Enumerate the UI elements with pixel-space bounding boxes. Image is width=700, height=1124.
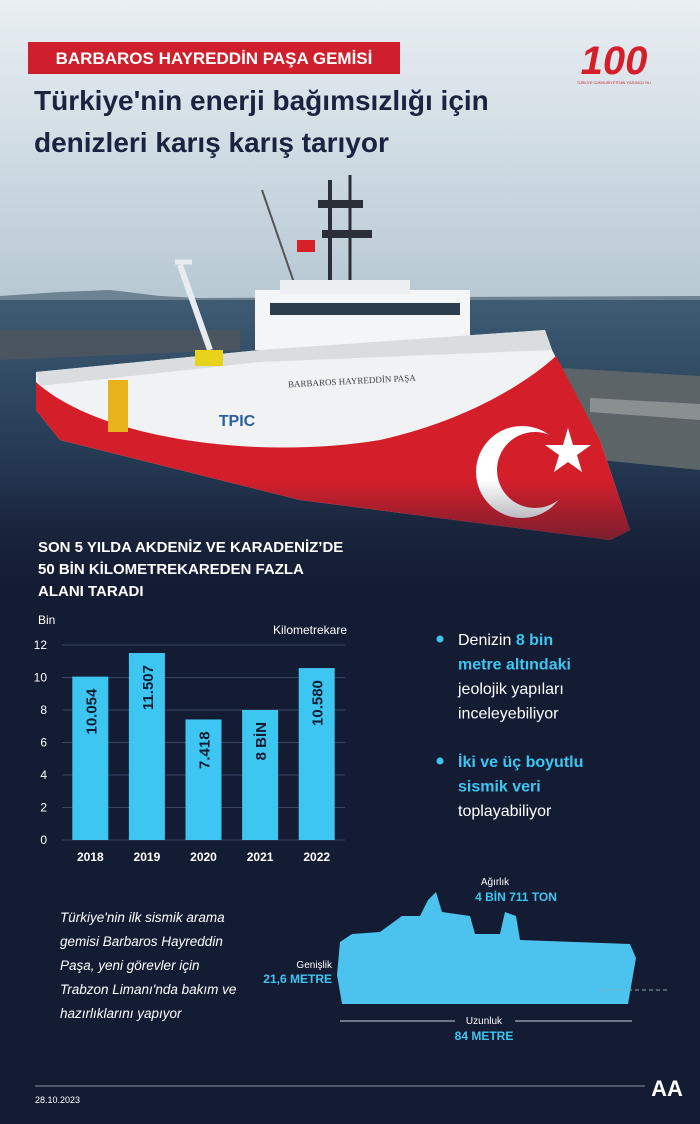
y-tick-label: 10 xyxy=(34,671,48,685)
bullet-line: jeolojik yapıları xyxy=(457,681,564,698)
bullets: Denizin 8 bin metre altındaki jeolojik yap… xyxy=(436,632,583,820)
bullet-dot xyxy=(436,757,444,765)
value-label: 10.580 xyxy=(310,680,327,726)
ship-diagram: Ağırlık 4 BİN 711 TON Genişlik 21,6 METR… xyxy=(263,877,670,1043)
bullet-line: sismik veri xyxy=(458,779,541,796)
bullet-line: Denizin 8 bin xyxy=(458,632,553,649)
width-label: Genişlik xyxy=(296,960,333,971)
bullet-text: İki ve üç boyutlu xyxy=(458,753,583,771)
note-line: Trabzon Limanı'nda bakım ve xyxy=(60,982,236,997)
y-tick-label: 0 xyxy=(40,833,47,847)
dock-edge xyxy=(590,398,700,420)
x-tick-label: 2022 xyxy=(303,850,330,864)
bar xyxy=(128,653,165,840)
x-tick-label: 2020 xyxy=(190,850,217,864)
note: Türkiye'nin ilk sismik arama gemisi Barba… xyxy=(60,910,236,1021)
bar-chart: 0 2 4 6 8 10 12 2018 10.054 2019 11.507 2020 7.418 20… xyxy=(34,638,345,864)
bullet-text: jeolojik yapıları xyxy=(457,681,564,698)
pier xyxy=(0,330,240,360)
length: 84 METRE xyxy=(455,1029,514,1043)
header-label: BARBAROS HAYREDDİN PAŞA GEMİSİ xyxy=(56,49,373,68)
bullet-text: 8 bin xyxy=(516,632,553,649)
bullet-text: sismik veri xyxy=(458,779,541,796)
bullet-text: metre altındaki xyxy=(458,657,571,674)
y-tick-label: 8 xyxy=(40,703,47,717)
logo: 100 xyxy=(581,39,648,83)
bullet-text: Denizin xyxy=(458,632,516,649)
photo-fade xyxy=(0,480,700,610)
background xyxy=(0,610,700,1124)
bar xyxy=(298,668,335,840)
agency-logo: AA xyxy=(651,1076,683,1101)
date: 28.10.2023 xyxy=(35,1095,80,1105)
bar xyxy=(185,719,222,840)
value-label: 8 BİN xyxy=(253,722,270,760)
ship-silhouette xyxy=(337,892,636,1004)
note-line: Paşa, yeni görevler için xyxy=(60,958,200,973)
title: Türkiye'nin enerji bağımsızlığı için deni… xyxy=(34,85,489,158)
bullet-line: toplayabiliyor xyxy=(458,803,552,820)
y-tick-label: 2 xyxy=(40,801,47,815)
chart-title-line: SON 5 YILDA AKDENİZ VE KARADENİZ’DE xyxy=(38,539,343,556)
width: 21,6 METRE xyxy=(263,972,332,986)
logo-caption: TÜRKİYE CUMHURİYETİ'NİN YÜZÜNCÜ YILI xyxy=(577,80,651,85)
shore xyxy=(0,290,700,302)
x-tick-label: 2018 xyxy=(77,850,104,864)
note-line: gemisi Barbaros Hayreddin xyxy=(60,934,223,949)
unit-label: Kilometrekare xyxy=(273,623,347,637)
weight-label: Ağırlık xyxy=(481,877,510,888)
bullet-text: inceleyebiliyor xyxy=(458,706,559,723)
chart-title-line: 50 BİN KİLOMETREKAREDEN FAZLA xyxy=(38,561,304,578)
y-tick-label: 4 xyxy=(40,768,47,782)
value-label: 10.054 xyxy=(83,688,100,735)
title-line: denizleri karış karış tarıyor xyxy=(34,127,389,158)
bullet-line: İki ve üç boyutlu xyxy=(458,753,583,771)
title-line: Türkiye'nin enerji bağımsızlığı için xyxy=(34,85,489,116)
bullet-line: metre altındaki xyxy=(458,657,571,674)
bullet-line: inceleyebiliyor xyxy=(458,706,559,723)
bar xyxy=(242,710,279,840)
value-label: 11.507 xyxy=(140,665,157,710)
chart-title-line: ALANI TARADI xyxy=(38,583,144,600)
y-tick-label: 6 xyxy=(40,736,47,750)
y-axis-label: Bin xyxy=(38,613,55,627)
value-label: 7.418 xyxy=(197,731,214,769)
x-tick-label: 2021 xyxy=(247,850,274,864)
hull-logo: TPIC xyxy=(219,413,256,430)
chart-title: SON 5 YILDA AKDENİZ VE KARADENİZ’DE 50 Bİ… xyxy=(38,539,343,600)
note-line: Türkiye'nin ilk sismik arama xyxy=(60,910,225,925)
note-line: hazırlıklarını yapıyor xyxy=(60,1006,182,1021)
weight: 4 BİN 711 TON xyxy=(475,889,557,904)
bullet-dot xyxy=(436,635,444,643)
bullet-text: toplayabiliyor xyxy=(458,803,552,820)
x-tick-label: 2019 xyxy=(134,850,161,864)
bar xyxy=(72,676,109,840)
header-label-bg xyxy=(28,42,400,74)
y-tick-label: 12 xyxy=(34,638,48,652)
length-label: Uzunluk xyxy=(466,1016,503,1027)
